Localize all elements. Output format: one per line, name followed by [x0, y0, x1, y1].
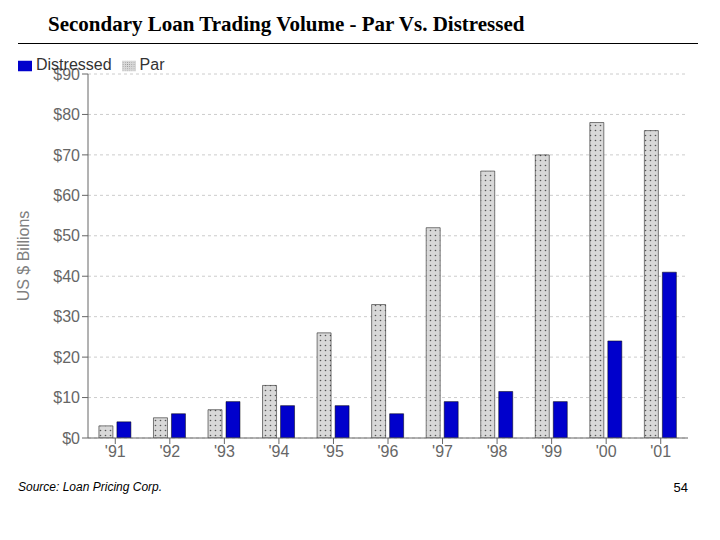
svg-text:US $ Billions: US $ Billions — [15, 211, 32, 302]
svg-text:'01: '01 — [650, 443, 671, 460]
svg-text:'91: '91 — [105, 443, 126, 460]
svg-text:$10: $10 — [53, 389, 80, 406]
svg-text:$70: $70 — [53, 147, 80, 164]
svg-text:$30: $30 — [53, 308, 80, 325]
svg-text:$40: $40 — [53, 268, 80, 285]
svg-text:$60: $60 — [53, 187, 80, 204]
svg-text:'96: '96 — [378, 443, 399, 460]
svg-text:$0: $0 — [62, 430, 80, 447]
svg-text:$50: $50 — [53, 227, 80, 244]
svg-text:'95: '95 — [323, 443, 344, 460]
svg-text:'94: '94 — [268, 443, 289, 460]
svg-text:'98: '98 — [487, 443, 508, 460]
svg-text:'92: '92 — [159, 443, 180, 460]
svg-text:'00: '00 — [596, 443, 617, 460]
svg-text:'93: '93 — [214, 443, 235, 460]
svg-text:$20: $20 — [53, 349, 80, 366]
svg-text:'99: '99 — [541, 443, 562, 460]
svg-text:$90: $90 — [53, 66, 80, 83]
svg-text:'97: '97 — [432, 443, 453, 460]
svg-text:$80: $80 — [53, 106, 80, 123]
